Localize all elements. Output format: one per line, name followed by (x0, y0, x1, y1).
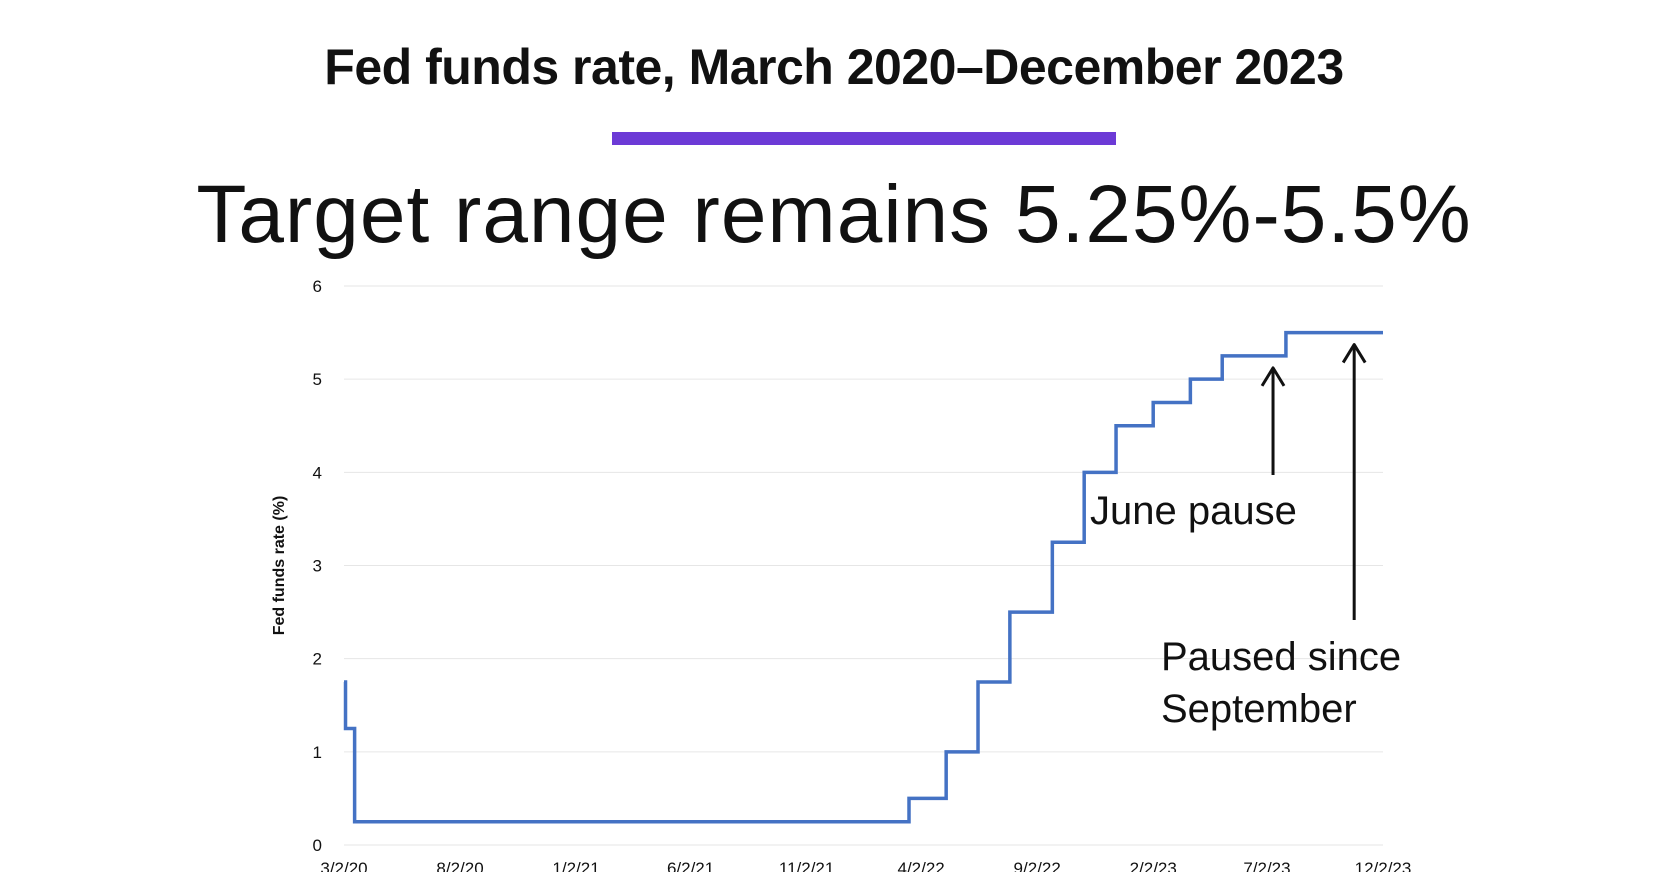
chart-title: Fed funds rate, March 2020–December 2023 (324, 39, 1344, 95)
y-tick-label: 1 (313, 743, 322, 762)
x-tick-label: 8/2/20 (436, 859, 483, 872)
fed-funds-rate-line (343, 330, 1383, 824)
y-tick-label: 4 (313, 463, 322, 482)
y-tick-label: 2 (313, 650, 322, 669)
x-tick-label: 4/2/22 (898, 859, 945, 872)
x-tick-label: 11/2/21 (779, 859, 834, 872)
x-tick-label: 1/2/21 (552, 859, 599, 872)
y-tick-label: 5 (313, 370, 322, 389)
y-axis-label: Fed funds rate (%) (271, 496, 288, 636)
june-pause-label: June pause (1090, 489, 1297, 533)
x-tick-label: 9/2/22 (1014, 859, 1061, 872)
title-accent-bar (612, 132, 1116, 145)
x-tick-label: 12/2/23 (1355, 859, 1412, 872)
y-tick-label: 0 (313, 836, 322, 855)
x-tick-label: 7/2/23 (1243, 859, 1290, 872)
paused-since-september-label: Paused since (1161, 635, 1401, 679)
x-axis-ticks: 3/2/20 8/2/20 1/2/21 6/2/21 11/2/21 4/2/22 9/2… (320, 859, 1411, 872)
annotations: June pause Paused since September (1090, 343, 1401, 731)
june-pause-arrow (1260, 366, 1286, 475)
grid (344, 285, 1383, 846)
x-tick-label: 6/2/21 (667, 859, 714, 872)
x-tick-label: 3/2/20 (320, 859, 367, 872)
paused-since-september-label: September (1161, 687, 1357, 731)
y-tick-label: 3 (313, 557, 322, 576)
x-tick-label: 2/2/23 (1130, 859, 1177, 872)
y-axis-ticks: 0 1 2 3 4 5 6 (313, 277, 322, 855)
chart-subtitle: Target range remains 5.25%-5.5% (196, 169, 1472, 260)
paused-since-september-arrow (1341, 343, 1367, 620)
y-tick-label: 6 (313, 277, 322, 296)
